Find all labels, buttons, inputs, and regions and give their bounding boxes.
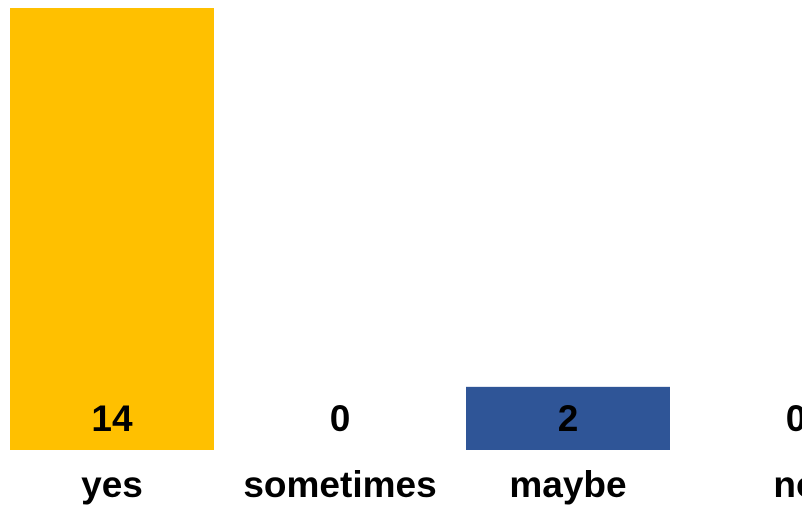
value-label-maybe: 2: [558, 398, 579, 439]
value-label-yes: 14: [91, 398, 133, 439]
category-labels-group: yes sometimes maybe no: [81, 464, 802, 505]
category-label-no: no: [773, 464, 802, 505]
category-label-yes: yes: [81, 464, 143, 505]
bar-yes: [10, 8, 214, 450]
bars-group: [10, 8, 670, 450]
category-label-maybe: maybe: [509, 464, 626, 505]
value-label-no: 0: [786, 398, 802, 439]
value-label-sometimes: 0: [330, 398, 351, 439]
value-labels-group: 14 0 2 0: [91, 398, 802, 439]
category-label-sometimes: sometimes: [243, 464, 436, 505]
bar-maybe: [466, 386, 670, 450]
